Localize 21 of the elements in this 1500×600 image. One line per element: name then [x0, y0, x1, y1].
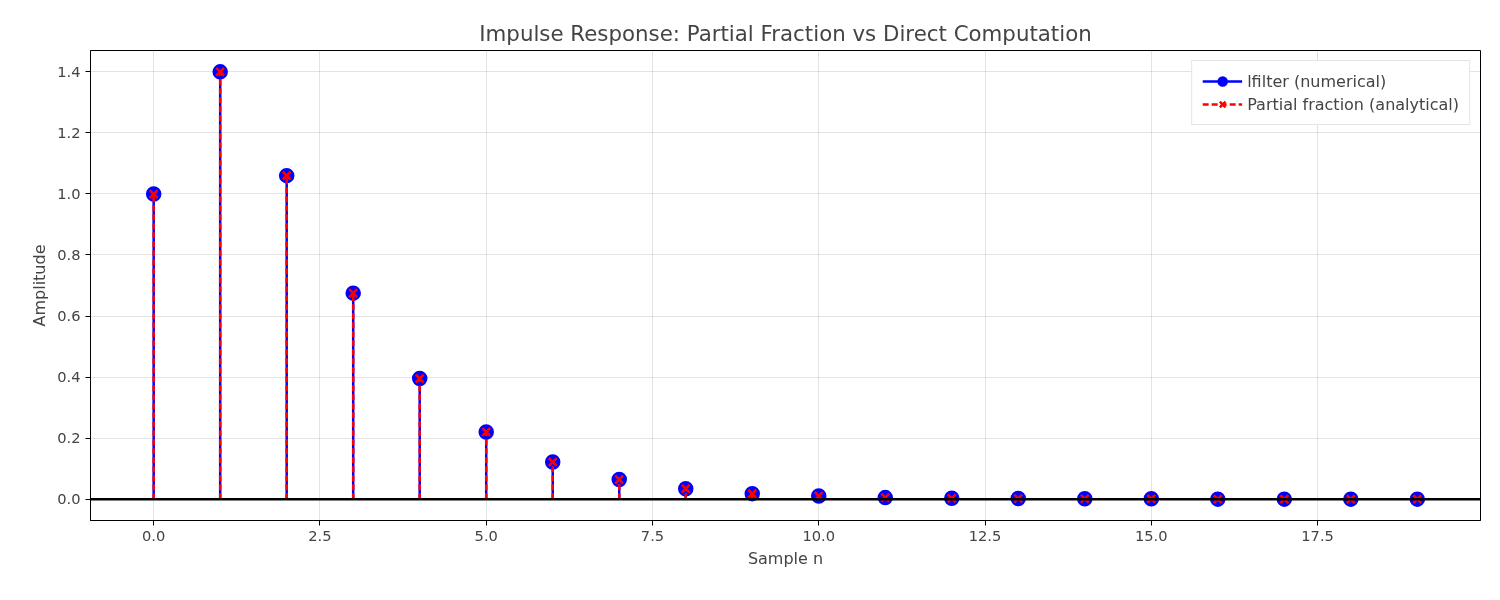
y-tick-label: 0.0 [57, 490, 81, 508]
y-tick-label: 0.6 [57, 307, 81, 325]
x-tick-label: 12.5 [968, 526, 1002, 544]
x-axis-title: Sample n [747, 548, 824, 568]
y-tick-label: 0.2 [57, 429, 81, 447]
y-tick-label: 1.0 [57, 184, 81, 202]
x-tick-label: 17.5 [1301, 526, 1334, 544]
x-tick-label: 5.0 [474, 526, 498, 544]
x-tick-label: 7.5 [640, 526, 665, 544]
x-tick-label: 10.0 [802, 526, 836, 544]
legend-label: lfilter (numerical) [1247, 71, 1387, 91]
x-tick-label: 15.0 [1134, 526, 1168, 544]
y-tick-label: 1.2 [57, 123, 81, 141]
x-tick-label: 2.5 [308, 526, 332, 544]
chart-title: Impulse Response: Partial Fraction vs Direct Computation [479, 20, 1092, 46]
legend-label: Partial fraction (analytical) [1247, 94, 1459, 114]
y-tick-label: 1.4 [57, 62, 81, 80]
y-axis-title: Amplitude [30, 244, 50, 327]
y-tick-label: 0.4 [57, 368, 81, 386]
y-tick-label: 0.8 [57, 245, 81, 263]
x-tick-label: 0.0 [142, 526, 166, 544]
